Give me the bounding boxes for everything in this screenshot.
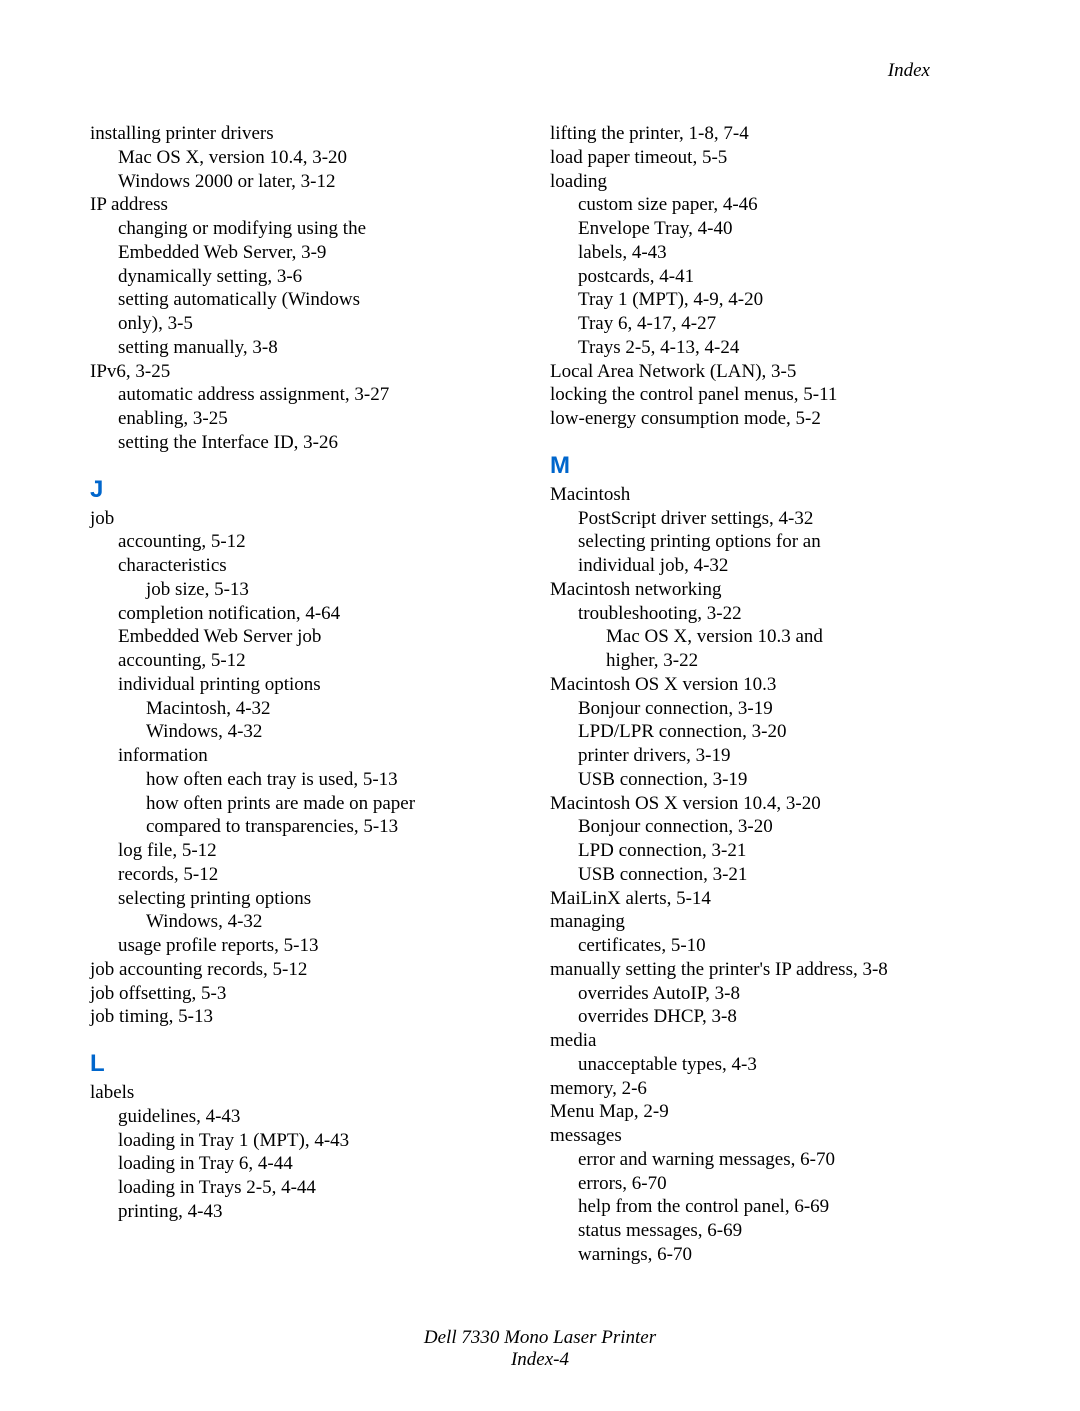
entry: job size, 5-13 xyxy=(146,578,530,602)
entry: loading in Tray 1 (MPT), 4-43 xyxy=(118,1129,530,1153)
entry: Macintosh OS X version 10.3 xyxy=(550,673,990,697)
entry: loading xyxy=(550,170,990,194)
entry: Envelope Tray, 4-40 xyxy=(578,217,990,241)
entry: how often each tray is used, 5-13 xyxy=(146,768,530,792)
entry: compared to transparencies, 5-13 xyxy=(158,815,530,839)
entry: Bonjour connection, 3-19 xyxy=(578,697,990,721)
entry: Embedded Web Server, 3-9 xyxy=(130,241,530,265)
entry: setting automatically (Windows xyxy=(118,288,530,312)
entry: changing or modifying using the xyxy=(118,217,530,241)
right-column: lifting the printer, 1-8, 7-4 load paper… xyxy=(550,122,990,1267)
section-letter-m: M xyxy=(550,451,990,481)
entry: selecting printing options for an xyxy=(578,530,990,554)
entry: job timing, 5-13 xyxy=(90,1005,530,1029)
entry: warnings, 6-70 xyxy=(578,1243,990,1267)
footer-title: Dell 7330 Mono Laser Printer xyxy=(90,1327,990,1349)
entry: Tray 1 (MPT), 4-9, 4-20 xyxy=(578,288,990,312)
entry: help from the control panel, 6-69 xyxy=(578,1195,990,1219)
entry: error and warning messages, 6-70 xyxy=(578,1148,990,1172)
entry: higher, 3-22 xyxy=(618,649,990,673)
entry: automatic address assignment, 3-27 xyxy=(118,383,530,407)
entry: labels xyxy=(90,1081,530,1105)
entry: overrides AutoIP, 3-8 xyxy=(578,982,990,1006)
entry: accounting, 5-12 xyxy=(130,649,530,673)
entry: loading in Trays 2-5, 4-44 xyxy=(118,1176,530,1200)
running-head: Index xyxy=(90,60,990,82)
entry: media xyxy=(550,1029,990,1053)
entry: how often prints are made on paper xyxy=(146,792,530,816)
entry: completion notification, 4-64 xyxy=(118,602,530,626)
entry: managing xyxy=(550,910,990,934)
entry: printing, 4-43 xyxy=(118,1200,530,1224)
entry: Trays 2-5, 4-13, 4-24 xyxy=(578,336,990,360)
entry: status messages, 6-69 xyxy=(578,1219,990,1243)
entry: Macintosh OS X version 10.4, 3-20 xyxy=(550,792,990,816)
entry: troubleshooting, 3-22 xyxy=(578,602,990,626)
entry: job accounting records, 5-12 xyxy=(90,958,530,982)
page-footer: Dell 7330 Mono Laser Printer Index-4 xyxy=(90,1327,990,1371)
entry: Macintosh networking xyxy=(550,578,990,602)
entry: USB connection, 3-19 xyxy=(578,768,990,792)
entry: loading in Tray 6, 4-44 xyxy=(118,1152,530,1176)
entry: LPD/LPR connection, 3-20 xyxy=(578,720,990,744)
section-letter-l: L xyxy=(90,1049,530,1079)
entry: Mac OS X, version 10.4, 3-20 xyxy=(118,146,530,170)
entry: certificates, 5-10 xyxy=(578,934,990,958)
entry: individual printing options xyxy=(118,673,530,697)
entry: overrides DHCP, 3-8 xyxy=(578,1005,990,1029)
entry: records, 5-12 xyxy=(118,863,530,887)
entry: accounting, 5-12 xyxy=(118,530,530,554)
entry: lifting the printer, 1-8, 7-4 xyxy=(550,122,990,146)
entry: information xyxy=(118,744,530,768)
left-column: installing printer drivers Mac OS X, ver… xyxy=(90,122,530,1267)
entry: dynamically setting, 3-6 xyxy=(118,265,530,289)
entry: log file, 5-12 xyxy=(118,839,530,863)
entry: Windows, 4-32 xyxy=(146,910,530,934)
entry: usage profile reports, 5-13 xyxy=(118,934,530,958)
entry: Windows, 4-32 xyxy=(146,720,530,744)
entry: only), 3-5 xyxy=(130,312,530,336)
entry: job offsetting, 5-3 xyxy=(90,982,530,1006)
entry: Embedded Web Server job xyxy=(118,625,530,649)
entry: IPv6, 3-25 xyxy=(90,360,530,384)
entry: Local Area Network (LAN), 3-5 xyxy=(550,360,990,384)
entry: load paper timeout, 5-5 xyxy=(550,146,990,170)
entry: Mac OS X, version 10.3 and xyxy=(606,625,990,649)
entry: PostScript driver settings, 4-32 xyxy=(578,507,990,531)
entry: low-energy consumption mode, 5-2 xyxy=(550,407,990,431)
footer-page: Index-4 xyxy=(90,1349,990,1371)
entry: setting manually, 3-8 xyxy=(118,336,530,360)
entry: Macintosh xyxy=(550,483,990,507)
entry: messages xyxy=(550,1124,990,1148)
entry: characteristics xyxy=(118,554,530,578)
entry: unacceptable types, 4-3 xyxy=(578,1053,990,1077)
entry: custom size paper, 4-46 xyxy=(578,193,990,217)
entry: enabling, 3-25 xyxy=(118,407,530,431)
entry: USB connection, 3-21 xyxy=(578,863,990,887)
entry: Bonjour connection, 3-20 xyxy=(578,815,990,839)
entry: MaiLinX alerts, 5-14 xyxy=(550,887,990,911)
section-letter-j: J xyxy=(90,475,530,505)
entry: memory, 2-6 xyxy=(550,1077,990,1101)
entry: job xyxy=(90,507,530,531)
entry: guidelines, 4-43 xyxy=(118,1105,530,1129)
entry: Windows 2000 or later, 3-12 xyxy=(118,170,530,194)
entry: labels, 4-43 xyxy=(578,241,990,265)
entry: selecting printing options xyxy=(118,887,530,911)
entry: Macintosh, 4-32 xyxy=(146,697,530,721)
entry: IP address xyxy=(90,193,530,217)
entry: errors, 6-70 xyxy=(578,1172,990,1196)
content-columns: installing printer drivers Mac OS X, ver… xyxy=(90,122,990,1267)
entry: manually setting the printer's IP addres… xyxy=(550,958,990,982)
entry: installing printer drivers xyxy=(90,122,530,146)
index-page: Index installing printer drivers Mac OS … xyxy=(0,0,1080,1411)
entry: individual job, 4-32 xyxy=(590,554,990,578)
entry: Tray 6, 4-17, 4-27 xyxy=(578,312,990,336)
entry: postcards, 4-41 xyxy=(578,265,990,289)
entry: setting the Interface ID, 3-26 xyxy=(118,431,530,455)
entry: Menu Map, 2-9 xyxy=(550,1100,990,1124)
entry: printer drivers, 3-19 xyxy=(578,744,990,768)
entry: LPD connection, 3-21 xyxy=(578,839,990,863)
entry: locking the control panel menus, 5-11 xyxy=(550,383,990,407)
